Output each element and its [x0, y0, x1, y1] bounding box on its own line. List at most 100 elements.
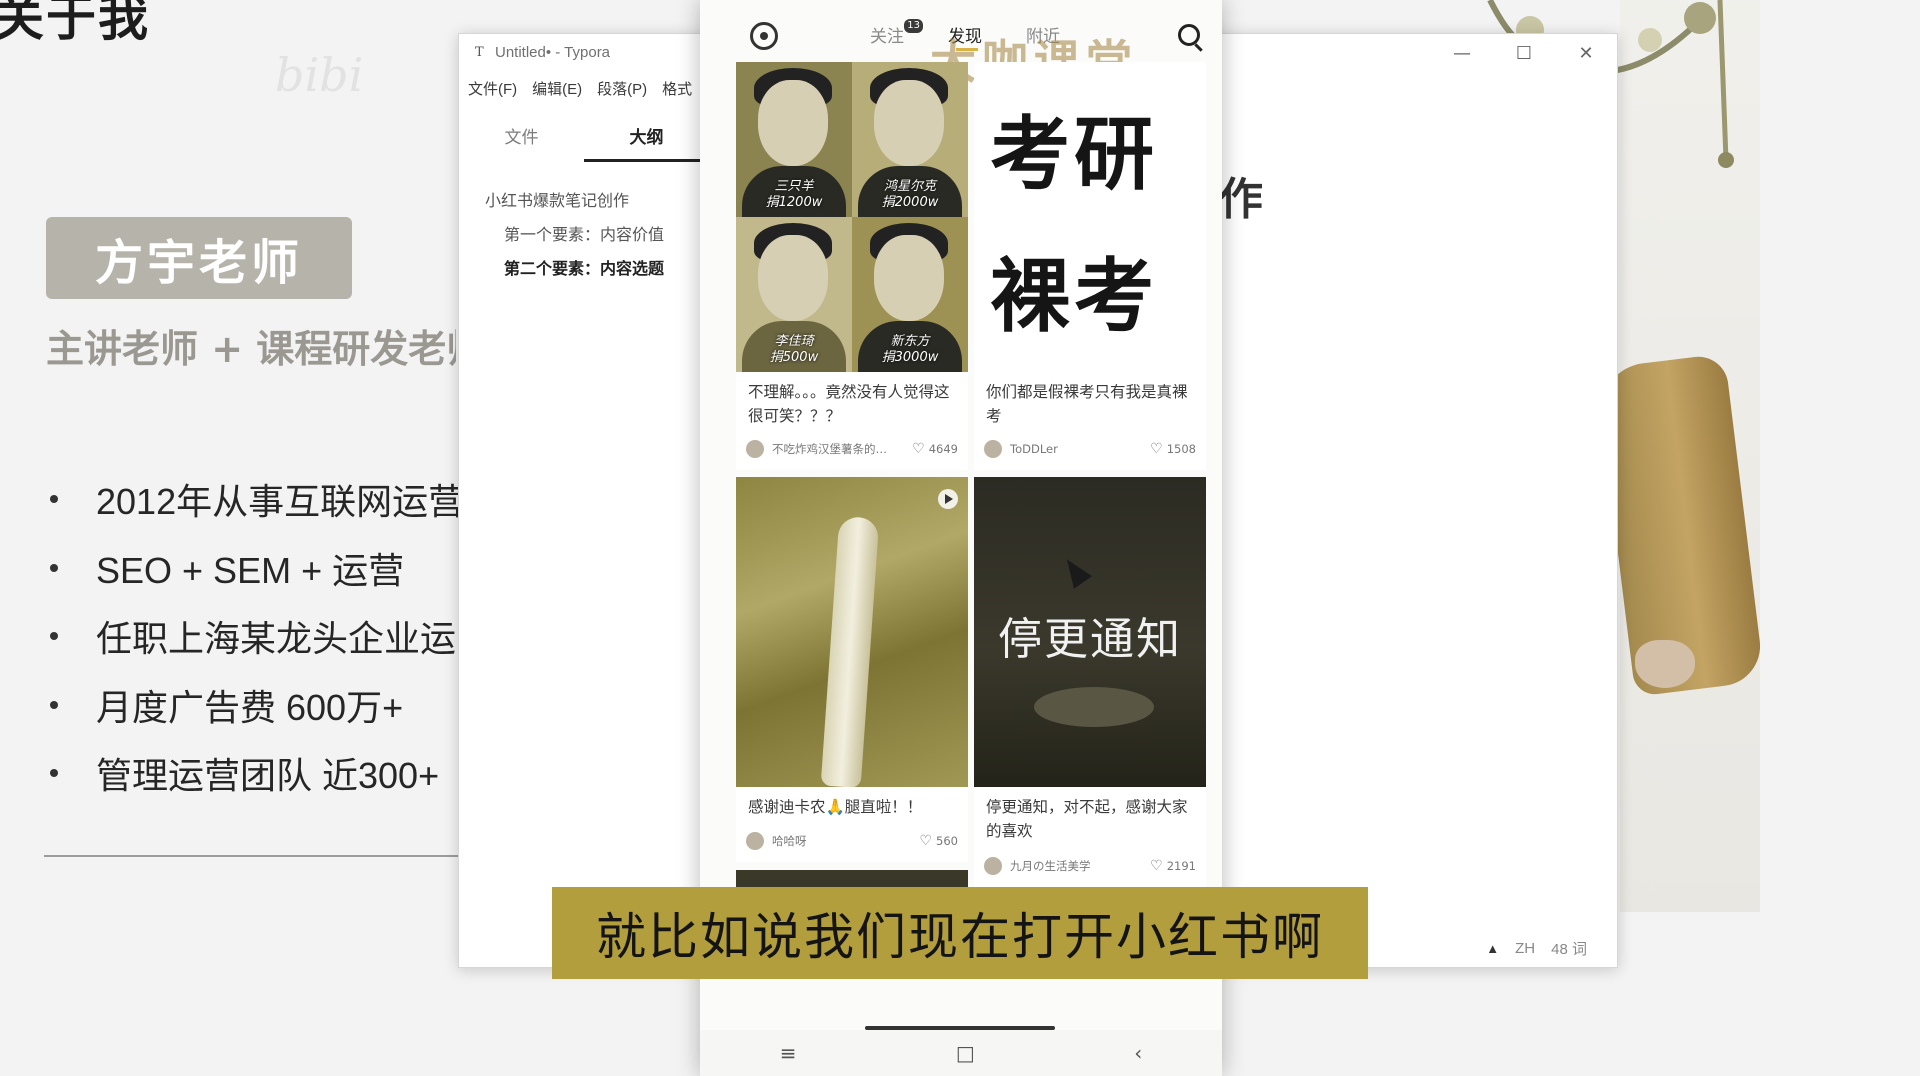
outline-panel: 小红书爆款笔记创作 第一个要素：内容价值 第二个要素：内容选题	[485, 184, 735, 286]
tab-outline[interactable]: 大纲	[584, 116, 709, 162]
sidebar-tabs: 文件 大纲	[459, 116, 709, 162]
tab-discover[interactable]: 发现	[948, 22, 982, 51]
warning-icon[interactable]: ▲	[1486, 941, 1500, 956]
bullet-dot-icon	[50, 563, 58, 572]
note-caption: 不理解。。。竟然没有人觉得这很可笑？？？	[748, 383, 950, 425]
like-count: 560	[936, 834, 958, 848]
notification-badge: 13	[904, 19, 923, 33]
menu-edit[interactable]: 编辑(E)	[532, 81, 583, 98]
tab-nearby[interactable]: 附近	[1026, 27, 1060, 47]
note-author[interactable]: 九月の生活美学	[1010, 859, 1091, 873]
cover-notice-text: 停更通知	[998, 614, 1182, 665]
back-icon[interactable]: ‹	[1134, 1041, 1143, 1065]
note-cover: 三只羊 捐1200w 鸿星尔克 捐2000w 李佳琦 捐500w 新东方 捐3000w	[736, 62, 968, 372]
outline-item[interactable]: 小红书爆款笔记创作	[485, 191, 630, 210]
home-icon[interactable]: □	[955, 1041, 975, 1065]
tab-files[interactable]: 文件	[504, 128, 539, 148]
cover-text-line: 考研	[990, 107, 1158, 201]
video-play-icon	[938, 489, 958, 509]
heart-icon[interactable]: ♡	[1150, 441, 1163, 457]
maximize-icon[interactable]: ☐	[1515, 42, 1533, 64]
window-controls: — ☐ ✕	[1431, 34, 1617, 72]
bio-bullet: 2012年从事互联网运营	[46, 465, 458, 534]
outline-item[interactable]: 第二个要素：内容选题	[504, 259, 665, 278]
note-author[interactable]: 哈哈呀	[772, 834, 807, 848]
note-author[interactable]: ToDDLer	[1010, 442, 1058, 456]
word-count[interactable]: 48 词	[1551, 941, 1587, 958]
note-meta: ToDDLer ♡ 1508	[984, 440, 1196, 458]
home-indicator[interactable]	[865, 1026, 1055, 1030]
note-card[interactable]: 感谢迪卡农🙏腿直啦！！ 哈哈呀 ♡ 560	[736, 477, 968, 862]
bio-bullet: 管理运营团队 近300+	[46, 739, 458, 808]
outline-item[interactable]: 第一个要素：内容价值	[504, 225, 665, 244]
like-count: 4649	[928, 442, 958, 456]
presenter-hand	[1635, 640, 1695, 688]
bullet-dot-icon	[50, 495, 58, 504]
mouse-cursor-icon	[1057, 553, 1093, 589]
note-card[interactable]: 三只羊 捐1200w 鸿星尔克 捐2000w 李佳琦 捐500w 新东方 捐3000w …	[736, 62, 968, 470]
note-caption: 感谢迪卡农🙏腿直啦！！	[748, 798, 923, 816]
teacher-role: 主讲老师 + 课程研发老师	[46, 327, 456, 371]
typora-statusbar: ▲ ZH 48 词	[1486, 938, 1587, 959]
cover-text-line: 裸考	[990, 249, 1158, 343]
avatar[interactable]	[746, 832, 764, 850]
tab-following[interactable]: 关注 13	[870, 19, 923, 47]
bio-bullet: 任职上海某龙头企业运营	[46, 602, 458, 671]
typora-app-icon: T	[475, 45, 484, 60]
cover-portrait: 三只羊 捐1200w	[736, 62, 852, 217]
bio-bullet-list: 2012年从事互联网运营 SEO + SEM + 运营 任职上海某龙头企业运营 …	[46, 465, 458, 808]
avatar[interactable]	[984, 440, 1002, 458]
menu-paragraph[interactable]: 段落(P)	[597, 81, 648, 98]
teacher-name-badge: 方宇老师	[46, 217, 352, 299]
note-card[interactable]: 考研 裸考 你们都是假裸考只有我是真裸考 ToDDLer ♡ 1508	[974, 62, 1206, 470]
slide-watermark: bibi	[275, 48, 364, 102]
cover-portrait: 李佳琦 捐500w	[736, 217, 852, 372]
note-cover: 考研 裸考	[974, 62, 1206, 372]
video-subtitle: 就比如说我们现在打开小红书啊	[552, 887, 1368, 979]
minimize-icon[interactable]: —	[1453, 42, 1471, 64]
bio-bullet: 月度广告费 600万+	[46, 671, 458, 740]
typora-menubar: 文件(F) 编辑(E) 段落(P) 格式	[459, 76, 707, 104]
cover-portrait: 新东方 捐3000w	[852, 217, 968, 372]
heart-icon[interactable]: ♡	[1150, 858, 1163, 874]
bullet-dot-icon	[50, 632, 58, 641]
typora-window-title: Untitled• - Typora	[495, 44, 611, 61]
bullet-dot-icon	[50, 700, 58, 709]
menu-file[interactable]: 文件(F)	[468, 81, 518, 98]
slide-heading: 关于我	[0, 0, 150, 47]
search-icon[interactable]	[1178, 24, 1200, 46]
cover-portrait: 鸿星尔克 捐2000w	[852, 62, 968, 217]
system-nav-bar: ≡ □ ‹	[700, 1030, 1222, 1076]
note-cover: 停更通知	[974, 477, 1206, 787]
heart-icon[interactable]: ♡	[912, 441, 925, 457]
teacher-name: 方宇老师	[94, 235, 303, 291]
typora-titlebar[interactable]: T Untitled• - Typora — ☐ ✕	[459, 34, 1617, 72]
bullet-dot-icon	[50, 769, 58, 778]
cover-leg-shape	[820, 515, 880, 787]
avatar[interactable]	[746, 440, 764, 458]
note-meta: 不吃炸鸡汉堡薯条的… ♡ 4649	[746, 440, 958, 458]
note-meta: 九月の生活美学 ♡ 2191	[984, 857, 1196, 875]
note-card[interactable]: 停更通知 停更通知，对不起，感谢大家的喜欢 九月の生活美学 ♡ 2191	[974, 477, 1206, 887]
note-meta: 哈哈呀 ♡ 560	[746, 832, 958, 850]
document-text-fragment: 作	[1219, 174, 1263, 225]
subtitle-text: 就比如说我们现在打开小红书啊	[596, 908, 1324, 966]
like-count: 2191	[1166, 859, 1196, 873]
menu-format[interactable]: 格式	[662, 81, 693, 98]
note-author[interactable]: 不吃炸鸡汉堡薯条的…	[772, 442, 887, 456]
note-caption: 你们都是假裸考只有我是真裸考	[986, 383, 1188, 425]
close-icon[interactable]: ✕	[1578, 42, 1594, 64]
app-header: 关注 13 发现 附近	[700, 0, 1222, 62]
recent-apps-icon[interactable]: ≡	[779, 1041, 797, 1065]
language-indicator[interactable]: ZH	[1515, 940, 1536, 957]
heart-icon[interactable]: ♡	[919, 833, 933, 849]
like-count: 1508	[1166, 442, 1196, 456]
avatar[interactable]	[984, 857, 1002, 875]
note-cover	[736, 477, 968, 787]
bio-bullet: SEO + SEM + 运营	[46, 534, 458, 603]
cover-decoration	[1034, 687, 1154, 727]
side-menu-icon[interactable]	[750, 22, 778, 50]
note-caption: 停更通知，对不起，感谢大家的喜欢	[986, 798, 1188, 840]
feed-tabs: 关注 13 发现 附近	[870, 19, 1060, 51]
slide-divider	[44, 855, 458, 857]
